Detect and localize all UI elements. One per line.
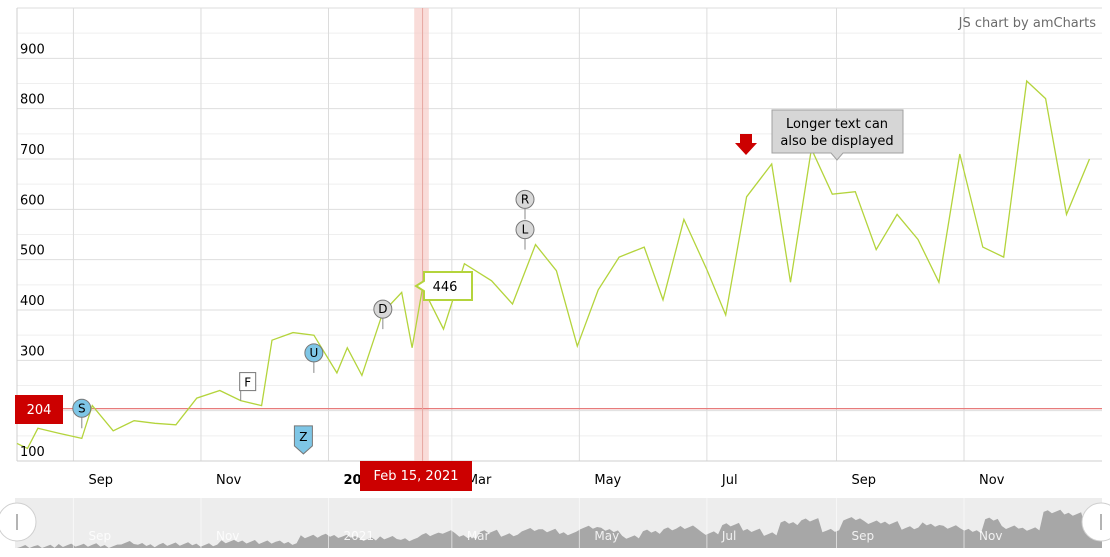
- event-marker-f[interactable]: F: [239, 372, 257, 401]
- scrollbar-label: Mar: [467, 529, 490, 543]
- scrollbar-label: Nov: [216, 529, 239, 543]
- event-marker-u[interactable]: U: [304, 343, 324, 373]
- cursor-value-label: 204: [15, 395, 63, 424]
- scrollbar-labels: Sep Nov 2021 Mar May Jul Sep Nov: [72, 498, 1002, 548]
- scrollbar-label: Nov: [979, 529, 1002, 543]
- x-tick-label: Nov: [979, 473, 1005, 488]
- y-tick-label: 900: [20, 42, 45, 57]
- event-marker-z[interactable]: Z: [293, 425, 313, 455]
- value-balloon: 446: [414, 271, 473, 301]
- y-tick-label: 300: [20, 344, 45, 359]
- event-letter: D: [378, 302, 387, 316]
- event-letter: S: [78, 401, 86, 415]
- scrollbar-label: May: [594, 529, 619, 543]
- event-letter: U: [309, 346, 318, 360]
- y-axis: 100 300 400 500 600 700 800 900: [20, 42, 45, 460]
- scrollbar-left-grip[interactable]: [0, 502, 37, 542]
- y-tick-label: 500: [20, 244, 45, 259]
- credit-label[interactable]: JS chart by amCharts: [958, 16, 1097, 31]
- x-tick-label: Jul: [721, 473, 738, 488]
- annotation-balloon: Longer text can also be displayed: [771, 109, 904, 161]
- event-marker-s[interactable]: S: [72, 398, 92, 429]
- annotation-line-1: Longer text can: [786, 117, 888, 132]
- x-tick-label: Nov: [216, 473, 242, 488]
- scrollbar-right-grip[interactable]: [1081, 502, 1110, 542]
- scrollbar-label: Sep: [851, 529, 874, 543]
- scrollbar-label: Jul: [721, 529, 736, 543]
- x-tick-label: Sep: [88, 473, 113, 488]
- event-markers[interactable]: S F U Z D L R: [72, 189, 535, 455]
- cursor-value-text: 204: [27, 403, 52, 418]
- y-tick-label: 800: [20, 93, 45, 108]
- annotation-line-2: also be displayed: [780, 134, 893, 149]
- event-marker-l[interactable]: L: [515, 220, 535, 250]
- event-letter: F: [244, 376, 251, 390]
- cursor-date-text: Feb 15, 2021: [373, 469, 458, 484]
- scrollbar-label: Sep: [88, 529, 111, 543]
- series-line[interactable]: [16, 79, 1091, 450]
- event-marker-d[interactable]: D: [373, 299, 393, 330]
- event-marker-r[interactable]: R: [515, 189, 535, 220]
- y-tick-label: 400: [20, 294, 45, 309]
- x-tick-label: Mar: [467, 473, 492, 488]
- scrollbar-label: 2021: [343, 529, 374, 543]
- scrollbar[interactable]: Sep Nov 2021 Mar May Jul Sep Nov: [0, 498, 1110, 548]
- arrow-down-icon: [735, 134, 757, 155]
- y-tick-label: 700: [20, 143, 45, 158]
- x-tick-label: May: [594, 473, 621, 488]
- y-tick-label: 600: [20, 193, 45, 208]
- grid: [16, 7, 1102, 462]
- event-letter: R: [521, 192, 529, 206]
- value-balloon-text: 446: [433, 280, 458, 295]
- x-tick-label: Sep: [851, 473, 876, 488]
- y-tick-label: 100: [20, 445, 45, 460]
- cursor-date-label: Feb 15, 2021: [360, 461, 472, 491]
- highlight-band: [414, 8, 429, 461]
- event-letter: Z: [299, 430, 307, 444]
- event-letter: L: [522, 223, 529, 237]
- scrollbar-series-preview: [17, 509, 1102, 548]
